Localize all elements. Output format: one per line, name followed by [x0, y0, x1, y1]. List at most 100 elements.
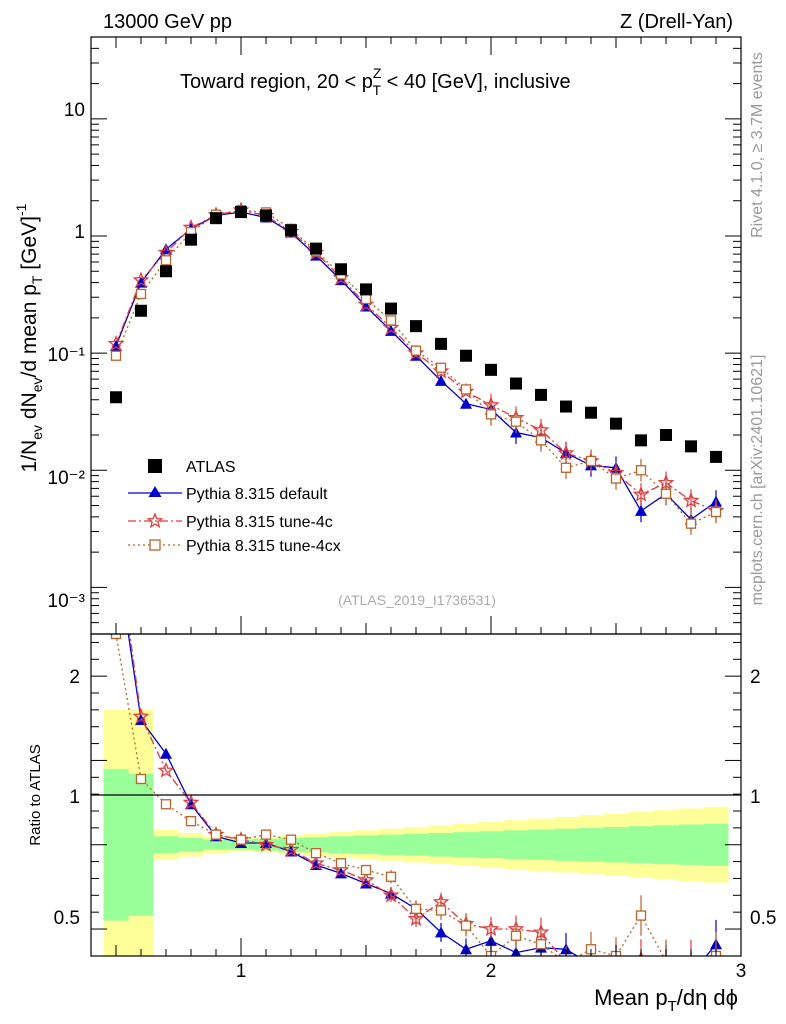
x-ticklabels: 1 2 3 — [236, 961, 747, 982]
ratio-y-tick-label-left: 2 — [69, 667, 80, 688]
main-data-point — [110, 350, 122, 361]
ratio-data-point — [609, 969, 622, 982]
band-inner-segment — [553, 828, 579, 861]
rivet-version-text: Rivet 4.1.0, ≥ 3.7M events — [749, 52, 766, 238]
main-data-point — [107, 335, 125, 351]
ratio-y-tick-label-left: 0.5 — [54, 908, 80, 929]
main-y-tick-label: 10⁻¹ — [48, 345, 86, 366]
ratio-y-axis-label: Ratio to ATLAS — [27, 744, 44, 845]
band-inner-segment — [603, 827, 629, 863]
ratio-data-point — [565, 953, 567, 956]
ratio-data-point — [157, 761, 175, 778]
main-y-tick-label: 10⁻³ — [48, 591, 86, 612]
atlas-data-point — [110, 391, 122, 404]
band-inner-segment — [353, 835, 379, 855]
main-y-tick-label: 10⁻² — [48, 468, 86, 489]
band-inner-segment — [703, 823, 729, 866]
ratio-data-point — [360, 864, 372, 876]
ratio-data-point — [410, 903, 422, 914]
ticks-layer — [91, 36, 741, 956]
main-data-point — [585, 455, 597, 467]
ratio-data-point — [110, 544, 122, 555]
ratio-data-point — [665, 953, 667, 956]
band-inner-segment — [128, 773, 154, 916]
band-inner-segment — [203, 839, 229, 850]
atlas-data-point — [710, 450, 722, 463]
atlas-data-point — [285, 224, 297, 237]
main-data-point — [485, 409, 497, 420]
ratio-layer — [110, 544, 722, 982]
ratio-data-point — [660, 955, 672, 956]
main-data-point — [460, 384, 472, 395]
main-data-point — [410, 345, 422, 356]
ratio-data-point — [510, 930, 522, 941]
band-inner-segment — [528, 829, 554, 860]
main-data-point — [535, 435, 547, 446]
ratio-data-point — [535, 939, 547, 950]
atlas-data-point — [660, 429, 672, 441]
ratio-data-point — [610, 957, 622, 968]
atlas-data-point — [160, 265, 172, 278]
ratio-data-point — [590, 953, 592, 956]
ratio-data-point — [335, 858, 347, 869]
x-tick-label: 1 — [236, 961, 247, 982]
atlas-data-point — [635, 434, 647, 447]
main-data-point — [385, 315, 397, 326]
atlas-data-point — [560, 400, 572, 413]
atlas-data-point — [410, 320, 422, 333]
main-data-point — [635, 504, 647, 516]
band-inner-segment — [678, 824, 704, 865]
ratio-data-point — [435, 905, 447, 916]
header-left: 13000 GeV pp — [103, 11, 232, 33]
band-inner-segment — [303, 837, 329, 853]
ratio-data-point — [260, 829, 272, 840]
main-layer — [107, 201, 725, 536]
ratio-data-point — [257, 835, 275, 852]
main-data-point — [460, 397, 472, 409]
atlas-data-point — [610, 417, 622, 430]
main-data-point — [435, 374, 447, 386]
band-inner-segment — [478, 831, 504, 859]
main-data-point — [682, 491, 700, 508]
band-inner-segment — [453, 832, 479, 858]
legend-label-tune4c: Pythia 8.315 tune-4c — [186, 514, 333, 531]
ratio-data-point — [562, 958, 571, 967]
band-inner-segment — [428, 832, 454, 857]
ratio-data-point — [357, 871, 375, 888]
main-data-point — [160, 243, 172, 255]
atlas-data-point — [260, 209, 272, 222]
ratio-data-point — [110, 634, 122, 640]
ratio-data-point — [210, 829, 222, 840]
legend-marker-tune4c — [146, 512, 164, 529]
main-data-point — [132, 271, 150, 288]
atlas-data-point — [335, 263, 347, 276]
ratio-data-point — [235, 834, 247, 845]
main-data-point — [560, 462, 572, 473]
ratio-y-tick-label-left: 1 — [69, 787, 80, 808]
ratio-data-point — [282, 841, 300, 857]
band-inner-segment — [153, 836, 179, 854]
ratio-data-point — [482, 920, 500, 937]
ratio-data-point — [135, 773, 147, 785]
atlas-data-point — [485, 363, 497, 376]
atlas-data-point — [185, 233, 197, 246]
main-data-point — [685, 518, 697, 529]
x-tick-label: 2 — [486, 961, 497, 982]
main-data-point — [610, 473, 622, 484]
atlas-data-point — [685, 440, 697, 453]
main-y-axis-label: 1/Nev dNev/d mean pT [GeV]-1 — [13, 203, 45, 472]
x-axis-label: Mean pT/dη dϕ — [594, 985, 738, 1015]
atlas-data-point — [385, 302, 397, 315]
ratio-y-tick-label-right: 2 — [750, 667, 761, 688]
main-data-point — [632, 485, 650, 502]
header-right: Z (Drell-Yan) — [620, 11, 733, 33]
ratio-data-point — [310, 848, 322, 859]
atlas-data-point — [585, 406, 597, 419]
legend-label-default: Pythia 8.315 default — [186, 486, 328, 503]
main-y-tick-label: 10 — [64, 100, 85, 121]
main-series-line — [115, 209, 717, 525]
main-data-point — [435, 362, 447, 373]
ratio-data-point — [635, 970, 647, 981]
band-inner-segment — [378, 834, 404, 855]
